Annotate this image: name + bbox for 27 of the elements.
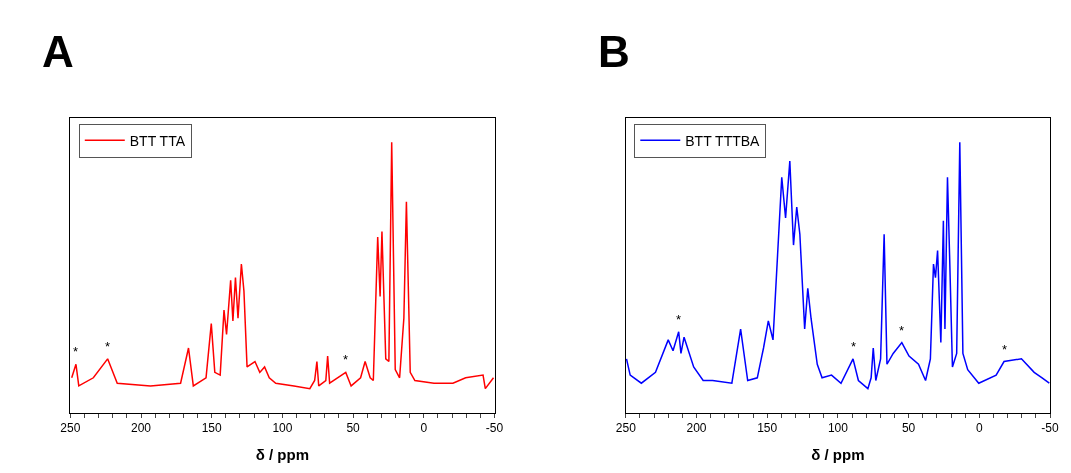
x-tick-label: 0 xyxy=(975,421,983,436)
annotation: * xyxy=(899,323,905,338)
x-tick-label: -50 xyxy=(485,421,504,436)
legend-label: BTT TTTBA xyxy=(685,132,761,149)
x-axis-title: δ / ppm xyxy=(255,446,310,464)
x-tick-label: 150 xyxy=(201,421,223,436)
chart-title: A xyxy=(42,27,74,76)
annotation: * xyxy=(343,352,349,367)
x-tick-label: -50 xyxy=(1041,421,1059,436)
annotation: * xyxy=(73,344,79,359)
x-tick-label: 150 xyxy=(757,421,778,436)
x-tick-label: 250 xyxy=(615,421,637,436)
annotation: * xyxy=(1002,342,1008,357)
x-tick-label: 50 xyxy=(346,421,361,436)
x-tick-label: 0 xyxy=(420,421,428,436)
x-tick-label: 50 xyxy=(901,421,916,436)
x-axis-title: δ / ppm xyxy=(811,446,865,464)
annotation: * xyxy=(105,339,111,354)
x-tick-label: 200 xyxy=(686,421,707,436)
legend-label: BTT TTA xyxy=(129,132,186,149)
x-tick-label: 100 xyxy=(272,421,293,436)
x-tick-label: 250 xyxy=(60,421,81,436)
annotation: * xyxy=(676,312,682,327)
chart-title: B xyxy=(598,27,630,76)
x-tick-label: 200 xyxy=(130,421,152,436)
x-tick-label: 100 xyxy=(827,421,849,436)
annotation: * xyxy=(851,339,857,354)
